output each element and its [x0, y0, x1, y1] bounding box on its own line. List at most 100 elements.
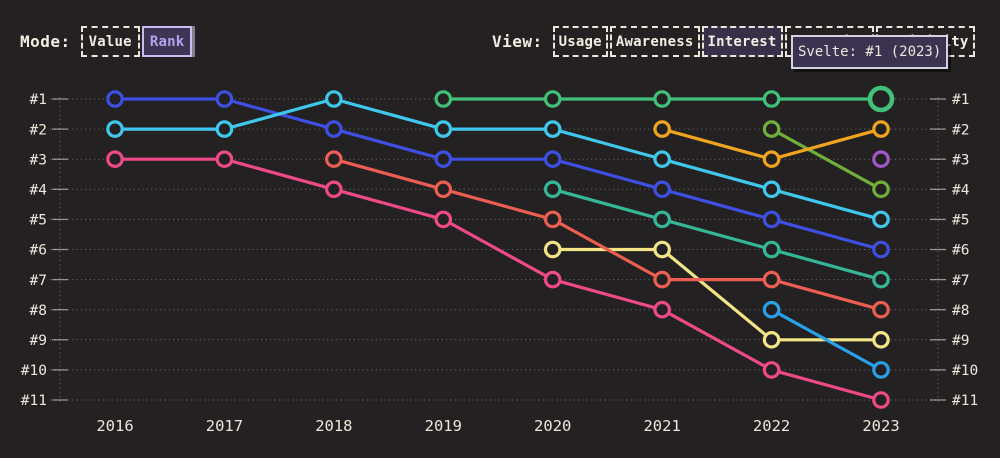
marker-cyan-2016[interactable] [106, 120, 124, 138]
marker-orange-2021[interactable] [653, 120, 671, 138]
marker-azure-2023[interactable] [872, 361, 890, 379]
series-line-olive[interactable] [769, 127, 883, 191]
marker-svelte-2019[interactable] [434, 90, 453, 108]
marker-coral-2021[interactable] [653, 270, 671, 289]
rank-label-right: #1 [952, 92, 969, 108]
marker-pink-2023[interactable] [872, 391, 890, 409]
marker-pink-2022[interactable] [762, 361, 781, 379]
marker-cyan-2023[interactable] [872, 210, 890, 229]
marker-olive-2023[interactable] [872, 180, 890, 199]
rank-label-left: #8 [30, 303, 47, 319]
marker-coral-2022[interactable] [762, 270, 781, 289]
rank-label-left: #5 [30, 213, 47, 229]
marker-coral-2019[interactable] [434, 180, 453, 199]
rank-label-left: #7 [30, 273, 47, 289]
rank-label-left: #10 [21, 363, 47, 379]
rank-label-right: #2 [952, 122, 969, 138]
marker-cyan-2018[interactable] [325, 90, 343, 108]
year-label: 2021 [643, 417, 680, 435]
series-line-azure[interactable] [769, 308, 883, 372]
marker-blue-2020[interactable] [543, 150, 562, 168]
view-option-usage[interactable]: Usage [552, 26, 608, 57]
rank-label-left: #11 [21, 393, 47, 409]
marker-pink-2021[interactable] [653, 300, 671, 319]
year-label: 2020 [534, 417, 571, 435]
marker-teal-2021[interactable] [653, 210, 671, 229]
marker-coral-2018[interactable] [325, 150, 343, 168]
series-line-teal[interactable] [551, 187, 883, 282]
marker-cyan-2021[interactable] [653, 150, 671, 168]
marker-olive-2022[interactable] [762, 120, 781, 138]
marker-blue-2016[interactable] [106, 90, 124, 108]
rank-label-right: #4 [952, 183, 970, 199]
marker-blue-2022[interactable] [762, 210, 781, 229]
year-label: 2019 [425, 417, 462, 435]
marker-teal-2022[interactable] [762, 240, 781, 259]
rank-label-left: #4 [30, 183, 48, 199]
mode-label: Mode: [20, 32, 71, 51]
marker-cyan-2017[interactable] [215, 120, 234, 138]
rank-label-left: #3 [30, 152, 47, 168]
marker-orange-2022[interactable] [762, 150, 781, 168]
series-line-blue[interactable] [113, 97, 883, 252]
series-line-pink[interactable] [113, 157, 883, 402]
view-option-awareness[interactable]: Awareness [609, 26, 700, 57]
marker-svelte-2022[interactable] [762, 90, 781, 108]
year-label: 2017 [206, 417, 243, 435]
marker-blue-2018[interactable] [325, 120, 343, 138]
marker-pink-2019[interactable] [434, 210, 453, 229]
marker-teal-2023[interactable] [872, 270, 890, 289]
series-line-coral[interactable] [332, 157, 883, 312]
marker-blue-2017[interactable] [215, 90, 234, 108]
marker-pink-2017[interactable] [215, 150, 234, 168]
rank-label-right: #7 [952, 273, 969, 289]
marker-svelte-2020[interactable] [543, 90, 562, 108]
marker-pink-2016[interactable] [106, 150, 124, 168]
view-option-interest[interactable]: Interest [701, 26, 783, 57]
marker-blue-2021[interactable] [653, 180, 671, 199]
rank-label-right: #11 [952, 393, 978, 409]
marker-blue-2023[interactable] [872, 240, 890, 259]
rank-label-left: #6 [30, 243, 47, 259]
marker-azure-2022[interactable] [762, 300, 781, 319]
mode-control-group: Mode: Value Rank [20, 26, 193, 57]
series-line-cyan[interactable] [113, 97, 883, 221]
rank-label-right: #9 [952, 333, 969, 349]
svelte-tooltip: Svelte: #1 (2023) [791, 35, 949, 69]
marker-teal-2020[interactable] [543, 180, 562, 199]
rank-label-right: #8 [952, 303, 969, 319]
mode-option-value[interactable]: Value [80, 26, 140, 57]
rank-label-left: #2 [30, 122, 47, 138]
marker-svelte-2023-highlighted[interactable] [867, 85, 895, 113]
rank-label-left: #9 [30, 333, 47, 349]
marker-cyan-2022[interactable] [762, 180, 781, 199]
marker-cyan-2020[interactable] [543, 120, 562, 138]
rank-label-right: #10 [952, 363, 978, 379]
marker-blue-2019[interactable] [434, 150, 453, 168]
marker-svelte-2021[interactable] [653, 90, 671, 108]
marker-pink-2020[interactable] [543, 270, 562, 289]
marker-coral-2023[interactable] [872, 300, 890, 319]
marker-purple-2023[interactable] [872, 150, 890, 168]
marker-orange-2023[interactable] [872, 120, 890, 138]
view-label: View: [492, 32, 543, 51]
rank-label-right: #5 [952, 213, 969, 229]
marker-yellow-2020[interactable] [543, 240, 562, 259]
year-label: 2023 [862, 417, 899, 435]
year-label: 2022 [753, 417, 790, 435]
mode-option-rank[interactable]: Rank [141, 26, 193, 57]
rank-label-right: #6 [952, 243, 969, 259]
mode-buttons: Value Rank [80, 26, 193, 57]
marker-yellow-2023[interactable] [872, 330, 890, 349]
marker-yellow-2022[interactable] [762, 330, 781, 349]
marker-pink-2018[interactable] [325, 180, 343, 199]
marker-cyan-2019[interactable] [434, 120, 453, 138]
rank-label-left: #1 [30, 92, 47, 108]
marker-yellow-2021[interactable] [653, 240, 671, 259]
rank-label-right: #3 [952, 152, 969, 168]
year-label: 2018 [315, 417, 352, 435]
marker-coral-2020[interactable] [543, 210, 562, 229]
year-label: 2016 [96, 417, 133, 435]
